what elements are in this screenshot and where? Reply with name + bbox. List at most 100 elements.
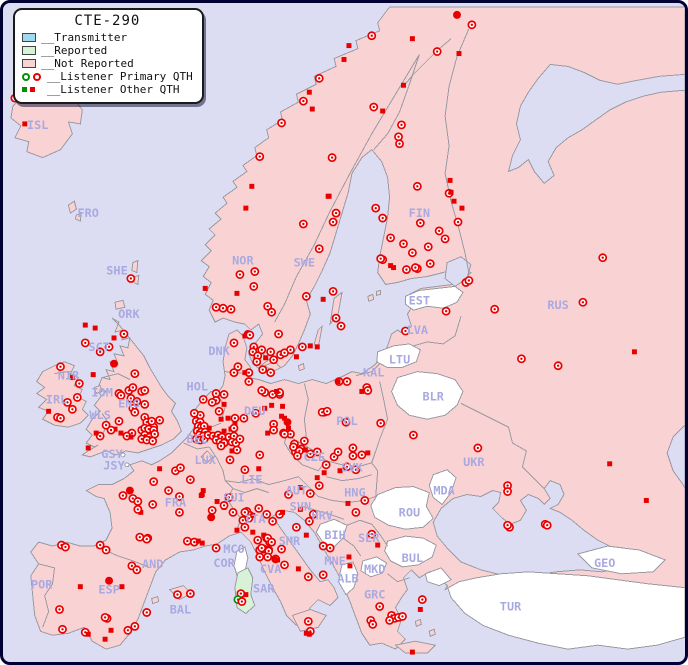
country-label-ltu: LTU	[389, 353, 410, 367]
listener-primary-qth-red	[386, 233, 396, 243]
listener-other-qth-red	[234, 290, 240, 296]
country-label-fro: FRO	[78, 206, 99, 220]
listener-primary-qth-red	[408, 430, 418, 440]
listener-primary-qth-red	[280, 560, 289, 570]
listener-primary-qth-red	[128, 383, 138, 392]
country-shape-tur-thrace	[424, 567, 452, 587]
listener-other-qth-red	[359, 388, 365, 394]
country-label-nir: NIR	[58, 369, 80, 383]
listener-primary-qth-red	[410, 263, 420, 273]
listener-other-qth-red	[199, 540, 205, 546]
legend-swatch-icon	[22, 33, 36, 42]
listener-primary-qth-red	[299, 436, 309, 446]
listener-primary-qth-red	[244, 377, 254, 386]
listener-other-qth-red	[456, 51, 462, 57]
bornholm	[297, 363, 305, 372]
listener-primary-qth-red	[434, 226, 444, 236]
country-label-ukr: UKR	[463, 455, 485, 469]
listener-other-qth-red	[643, 497, 649, 503]
country-label-mco: MCO	[223, 542, 244, 556]
balearic-islands	[151, 585, 193, 605]
country-label-cze: CZE	[304, 450, 325, 464]
listener-primary-qth-red	[100, 612, 110, 622]
listener-primary-qth-red	[230, 413, 240, 423]
listener-primary-qth-red	[211, 302, 221, 312]
listener-primary-qth-red	[235, 270, 245, 279]
country-label-fra: FRA	[165, 495, 186, 509]
listener-other-qth-red	[337, 468, 343, 474]
listener-primary-qth-red	[375, 602, 385, 611]
listener-other-qth-red	[85, 631, 91, 637]
listener-other-qth-red	[85, 445, 91, 451]
listener-primary-qth-red	[394, 132, 403, 142]
listener-other-qth-red	[225, 415, 231, 421]
listener-other-qth-red	[265, 430, 271, 436]
listener-primary-qth-red	[218, 303, 228, 313]
listener-other-qth-red	[409, 36, 415, 42]
listener-primary-qth-red	[367, 529, 377, 539]
listener-primary-qth-red	[417, 595, 427, 604]
listener-primary-qth-red	[289, 442, 298, 452]
listener-primary-qth-red	[314, 244, 324, 254]
listener-primary-qth-red	[399, 239, 408, 249]
country-label-ser: SER	[358, 531, 380, 545]
listener-primary-qth-red	[490, 304, 500, 314]
listener-primary-qth-red	[251, 408, 261, 418]
listener-primary-qth-red	[80, 338, 90, 348]
listener-primary-qth-red	[402, 265, 411, 274]
listener-cluster-dot-red	[207, 513, 216, 522]
listener-primary-qth-red	[239, 413, 249, 423]
listener-primary-qth-red	[314, 481, 324, 491]
listener-primary-qth-red	[176, 463, 185, 473]
listener-primary-qth-red	[266, 347, 276, 357]
country-shape-bih	[315, 518, 348, 549]
listener-cluster-dot-red	[125, 486, 134, 495]
listener-other-qth-red	[380, 108, 386, 114]
orkney-islands	[114, 299, 126, 310]
listener-other-qth-red	[417, 607, 423, 612]
listener-primary-qth-red	[263, 301, 273, 311]
listener-other-qth-red	[302, 447, 308, 453]
listener-primary-qth-red	[175, 492, 184, 501]
listener-other-qth-red	[307, 343, 313, 349]
listener-other-qth-red	[243, 205, 249, 211]
listener-other-qth-red	[199, 492, 205, 498]
listener-primary-qth-red	[331, 313, 341, 323]
country-label-lux: LUX	[194, 453, 215, 467]
white-sea	[507, 63, 685, 185]
listener-primary-qth-red	[189, 408, 199, 418]
listener-other-qth-red	[346, 43, 352, 49]
listener-primary-qth-red	[342, 377, 352, 386]
listener-primary-qth-red	[252, 357, 262, 367]
listener-primary-qth-red	[106, 425, 116, 435]
country-shape-blr	[391, 371, 464, 420]
listener-primary-qth-red	[301, 291, 311, 301]
listener-other-qth-red	[111, 335, 117, 341]
listener-other-qth-red	[118, 430, 124, 436]
listener-primary-qth-red	[277, 544, 286, 554]
listener-other-qth-red	[321, 470, 327, 476]
legend-item-label: __Transmitter	[41, 31, 128, 44]
listener-primary-qth-red	[440, 234, 450, 244]
listener-primary-qth-red	[297, 342, 307, 352]
listener-other-qth-red	[250, 529, 256, 535]
listener-primary-qth-red	[441, 306, 451, 316]
listener-primary-qth-red	[254, 503, 264, 513]
country-label-est: EST	[409, 293, 430, 307]
country-label-bel: BEL	[187, 432, 208, 446]
listener-cluster-dot-red	[110, 359, 118, 368]
listener-primary-qth-red	[328, 286, 338, 296]
listener-primary-qth-red	[578, 297, 588, 307]
country-shape-mda	[428, 469, 457, 506]
listener-primary-qth-red	[368, 619, 378, 629]
listener-primary-qth-red	[255, 450, 265, 460]
listener-primary-qth-red	[148, 436, 158, 446]
legend-swatch-icon	[22, 46, 36, 55]
listener-other-qth-red	[391, 265, 397, 271]
listener-cluster-dot-red	[283, 418, 292, 427]
listener-primary-qth-red	[240, 522, 250, 532]
country-label-mkd: MKD	[364, 562, 385, 576]
listener-primary-qth-red	[185, 589, 195, 599]
country-label-swe: SWE	[294, 256, 315, 270]
listener-other-qth-red	[286, 425, 291, 431]
